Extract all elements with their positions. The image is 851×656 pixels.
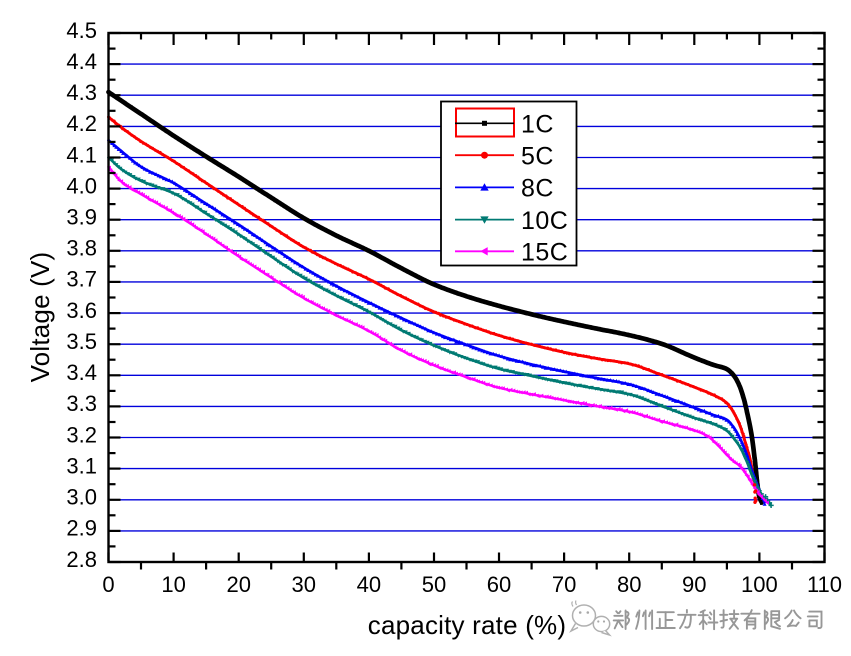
- svg-text:30: 30: [292, 572, 316, 597]
- svg-text:3.6: 3.6: [66, 298, 97, 323]
- svg-text:8C: 8C: [521, 175, 554, 203]
- svg-text:90: 90: [682, 572, 706, 597]
- svg-text:4.5: 4.5: [66, 18, 97, 43]
- svg-text:40: 40: [357, 572, 381, 597]
- svg-text:3.7: 3.7: [66, 267, 97, 292]
- svg-text:70: 70: [552, 572, 576, 597]
- svg-text:1C: 1C: [521, 111, 554, 139]
- svg-text:15C: 15C: [521, 239, 568, 267]
- svg-text:4.3: 4.3: [66, 80, 97, 105]
- svg-text:50: 50: [422, 572, 446, 597]
- svg-text:5C: 5C: [521, 142, 554, 170]
- svg-text:2.8: 2.8: [66, 547, 97, 572]
- svg-text:110: 110: [807, 572, 842, 597]
- svg-text:10C: 10C: [521, 207, 568, 235]
- svg-text:3.8: 3.8: [66, 236, 97, 261]
- svg-text:4.1: 4.1: [66, 142, 97, 167]
- svg-text:4.0: 4.0: [66, 173, 97, 198]
- svg-text:2.9: 2.9: [66, 516, 97, 541]
- svg-text:3.1: 3.1: [66, 453, 97, 478]
- svg-text:80: 80: [617, 572, 641, 597]
- svg-text:0: 0: [102, 572, 114, 597]
- svg-text:100: 100: [741, 572, 778, 597]
- svg-text:3.0: 3.0: [66, 485, 97, 510]
- svg-text:Voltage (V): Voltage (V): [25, 252, 55, 383]
- svg-text:3.9: 3.9: [66, 205, 97, 230]
- svg-text:3.5: 3.5: [66, 329, 97, 354]
- svg-text:10: 10: [161, 572, 185, 597]
- svg-text:3.3: 3.3: [66, 391, 97, 416]
- svg-text:4.2: 4.2: [66, 111, 97, 136]
- svg-text:3.4: 3.4: [66, 360, 97, 385]
- svg-text:20: 20: [226, 572, 250, 597]
- svg-text:4.4: 4.4: [66, 49, 97, 74]
- svg-text:60: 60: [487, 572, 511, 597]
- svg-text:3.2: 3.2: [66, 422, 97, 447]
- svg-text:capacity rate (%): capacity rate (%): [368, 610, 566, 640]
